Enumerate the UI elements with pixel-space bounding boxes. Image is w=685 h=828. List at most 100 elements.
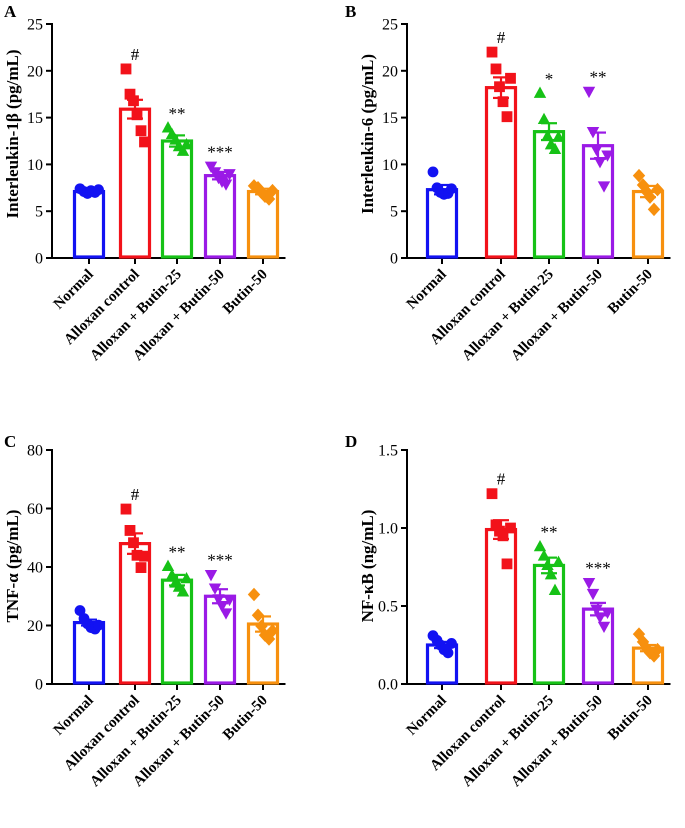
significance-label: *** [207, 142, 233, 161]
data-point [533, 539, 547, 552]
data-point [548, 583, 562, 595]
data-point [590, 604, 603, 616]
data-point [582, 578, 596, 590]
panel-d: D NF-κB (ng/mL) 0.0 0.5 1.0 1.5 Normal # Allox… [345, 432, 671, 790]
data-point [212, 594, 225, 606]
y-tick-label: 1.0 [378, 521, 398, 538]
data-point [120, 63, 132, 75]
y-tick-label: 15 [382, 110, 398, 127]
data-point [647, 202, 661, 217]
y-tick-label: 10 [382, 157, 398, 174]
data-point [442, 647, 454, 659]
y-tick-label: 25 [27, 17, 43, 34]
significance-label: *** [207, 551, 233, 570]
data-point [176, 144, 190, 156]
bar [72, 189, 106, 259]
data-point [552, 555, 565, 567]
data-point [128, 537, 139, 549]
panel-letter: D [345, 432, 357, 451]
data-point [651, 642, 664, 657]
data-point [93, 619, 104, 631]
panel-a: A Interleukin-1β (pg/mL) 0 5 10 15 20 25 Norma… [3, 2, 286, 364]
data-point [548, 142, 562, 155]
data-point [505, 522, 516, 534]
data-point [120, 503, 132, 515]
data-point [251, 608, 265, 623]
y-tick-label: 0.5 [378, 599, 398, 616]
data-point [204, 570, 218, 582]
significance-label: * [545, 69, 554, 88]
significance-label: # [131, 485, 140, 504]
panel-letter: C [4, 432, 16, 451]
data-point [597, 181, 611, 193]
category-label: Normal [51, 267, 97, 313]
data-point [590, 144, 603, 157]
data-point [486, 46, 498, 58]
y-tick-label: 20 [27, 63, 43, 80]
data-point [135, 562, 147, 573]
data-point [537, 112, 551, 125]
significance-label: # [497, 470, 506, 489]
data-point [490, 63, 502, 75]
category-label: Alloxan + Butin-25 [459, 693, 557, 791]
data-point [180, 571, 193, 584]
category-label: Alloxan + Butin-50 [508, 267, 606, 365]
y-tick-label: 15 [27, 110, 43, 127]
data-point [446, 638, 457, 649]
significance-label: ** [169, 104, 186, 123]
data-point [219, 179, 233, 191]
category-label: Alloxan + Butin-25 [459, 267, 557, 365]
category-label: Butin-50 [220, 267, 271, 318]
bar [203, 174, 237, 259]
significance-label: # [497, 28, 506, 47]
bar [484, 527, 518, 685]
significance-label: # [131, 45, 140, 64]
category-label: Normal [51, 693, 97, 739]
y-tick-label: 5 [390, 204, 398, 221]
panel-letter: B [345, 2, 356, 21]
data-point [601, 150, 614, 162]
data-point [541, 558, 554, 571]
bar [160, 139, 194, 259]
data-point [586, 588, 600, 601]
y-tick-label: 25 [382, 17, 398, 34]
significance-label: *** [585, 559, 611, 578]
y-tick-label: 80 [27, 443, 43, 460]
y-tick-label: 60 [27, 501, 43, 518]
data-point [223, 594, 236, 607]
data-point [139, 136, 150, 148]
data-point [494, 81, 505, 93]
y-axis-label: Interleukin-1β (pg/mL) [3, 49, 22, 218]
category-label: Butin-50 [605, 267, 656, 318]
bar [631, 189, 665, 259]
y-axis-label: NF-κB (ng/mL) [358, 510, 377, 623]
y-tick-label: 0 [390, 251, 398, 268]
data-point [219, 608, 233, 620]
category-label: Butin-50 [220, 693, 271, 744]
data-point [427, 166, 439, 178]
data-point [161, 559, 175, 572]
bar [581, 607, 615, 685]
bar [425, 188, 459, 259]
data-point [139, 550, 150, 562]
bar [532, 563, 566, 685]
category-label: Normal [404, 693, 450, 739]
data-point [266, 624, 279, 638]
data-point [541, 129, 554, 141]
y-tick-label: 1.5 [378, 443, 398, 460]
data-point [632, 168, 646, 183]
data-point [501, 558, 513, 570]
y-tick-label: 20 [27, 618, 43, 635]
data-point [501, 111, 513, 123]
y-tick-label: 0 [35, 251, 43, 268]
category-label: Normal [404, 267, 450, 313]
significance-label: ** [169, 542, 186, 561]
y-tick-label: 20 [382, 63, 398, 80]
y-tick-label: 10 [27, 157, 43, 174]
y-axis-label: Interleukin-6 (pg/mL) [358, 54, 377, 214]
category-label: Alloxan + Butin-50 [508, 693, 606, 791]
y-tick-label: 0.0 [378, 677, 398, 694]
significance-label: ** [590, 67, 607, 86]
data-point [582, 86, 596, 99]
